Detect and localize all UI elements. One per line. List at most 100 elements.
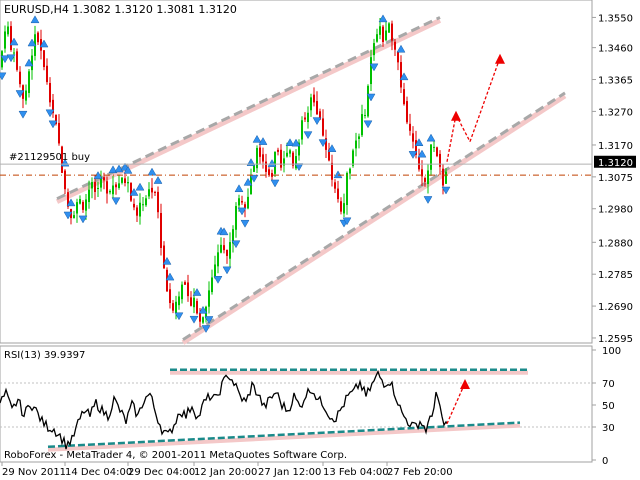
candle-bull — [274, 151, 276, 174]
candle-bull — [112, 185, 114, 195]
fractal-down-icon — [366, 93, 376, 102]
footer-copyright: RoboForex - MetaTrader 4, © 2001-2011 Me… — [4, 450, 347, 461]
candle-bull — [301, 120, 303, 140]
candle-bear — [133, 203, 135, 208]
candle-bear — [16, 51, 18, 70]
candle-bull — [118, 183, 120, 188]
fractal-down-icon — [342, 217, 352, 226]
price-tick-label: 1.3365 — [598, 76, 633, 87]
fractal-down-icon — [222, 266, 232, 275]
candle-bear — [130, 182, 132, 201]
rsi-panel-frame — [0, 345, 593, 463]
candle-bull — [349, 168, 351, 174]
candle-bull — [139, 202, 141, 217]
fractal-up-icon — [414, 138, 424, 146]
candle-bull — [229, 242, 231, 259]
candle-bull — [361, 114, 363, 136]
fractal-up-icon — [135, 182, 145, 191]
candle-bull — [238, 198, 240, 206]
time-tick-label: 27 Feb 20:00 — [387, 467, 453, 478]
candle-bull — [253, 165, 255, 172]
candle-bear — [58, 122, 60, 144]
candle-bear — [331, 162, 333, 180]
candle-bear — [184, 282, 186, 285]
rsi-trend-lower — [47, 421, 521, 449]
fractal-up-icon — [396, 44, 406, 53]
candle-bear — [322, 118, 324, 136]
fractal-up-icon — [165, 272, 175, 281]
fractal-down-icon — [18, 110, 28, 119]
candle-bear — [403, 89, 405, 105]
candle-bear — [37, 32, 39, 43]
rsi-forecast-arrow-icon — [460, 379, 470, 389]
rsi-tick-label: 100 — [602, 346, 621, 357]
fractal-up-icon — [426, 133, 436, 142]
candle-bear — [397, 51, 399, 63]
candle-bull — [373, 43, 375, 56]
candle-bear — [328, 149, 330, 161]
candle-bull — [283, 158, 285, 166]
candle-bear — [262, 154, 264, 162]
candle-bull — [181, 284, 183, 300]
candle-bull — [256, 147, 258, 169]
candle-bull — [76, 202, 78, 214]
fractal-down-icon — [0, 55, 10, 64]
candle-bull — [13, 52, 15, 54]
fractal-down-icon — [303, 131, 313, 140]
candle-bull — [388, 23, 390, 33]
fractal-down-icon — [294, 163, 304, 172]
price-forecast — [446, 53, 505, 162]
candle-bull — [193, 297, 195, 308]
candle-bear — [259, 147, 261, 157]
fractal-up-icon — [219, 227, 229, 236]
candle-bull — [376, 34, 378, 42]
candle-bear — [157, 191, 159, 213]
fractal-down-icon — [78, 215, 88, 224]
price-axis: 1.3550 1.3460 1.3365 1.3270 1.3170 1.3075 1.29… — [592, 13, 633, 345]
candle-bear — [160, 213, 162, 248]
candle-bear — [64, 170, 66, 190]
candle-bull — [433, 146, 435, 148]
fractal-down-icon — [312, 117, 322, 126]
candle-bear — [406, 101, 408, 123]
candle-bull — [427, 170, 429, 184]
candle-bear — [394, 41, 396, 50]
fractal-up-icon — [30, 15, 40, 24]
candle-bear — [436, 147, 438, 157]
candle-bull — [367, 85, 369, 117]
candle-bear — [400, 62, 402, 88]
fractal-up-icon — [129, 187, 139, 196]
rsi-trendlines — [47, 368, 528, 452]
current-price-label: 1.3120 — [598, 158, 633, 169]
rsi-trend-glow — [47, 423, 521, 452]
rsi-tick-label: 50 — [602, 401, 615, 412]
fractal-up-icon — [327, 144, 337, 152]
candle-bull — [247, 196, 249, 209]
candle-bull — [352, 150, 354, 166]
fractal-down-icon — [174, 312, 184, 321]
candle-bull — [31, 55, 33, 71]
candle-bear — [199, 313, 201, 322]
fractal-up-icon — [198, 305, 208, 314]
fractal-down-icon — [231, 240, 241, 249]
candle-bear — [418, 157, 420, 170]
candle-bear — [67, 192, 69, 207]
candle-bear — [151, 187, 153, 193]
channel-glow — [181, 93, 567, 345]
candle-bear — [412, 133, 414, 142]
candle-bear — [187, 282, 189, 297]
candle-bull — [7, 26, 9, 35]
candle-bull — [142, 204, 144, 206]
fractal-down-icon — [249, 174, 259, 183]
candle-bull — [73, 215, 75, 219]
fractal-down-icon — [237, 207, 247, 216]
candle-bear — [172, 303, 174, 311]
price-tick-label: 1.2980 — [598, 205, 633, 216]
current-price-tag: 1.3120 — [594, 155, 636, 169]
candle-bear — [340, 201, 342, 212]
candle-bear — [52, 99, 54, 114]
candle-bear — [382, 26, 384, 42]
price-tick-label: 1.3270 — [598, 107, 633, 118]
candle-bull — [100, 177, 102, 188]
